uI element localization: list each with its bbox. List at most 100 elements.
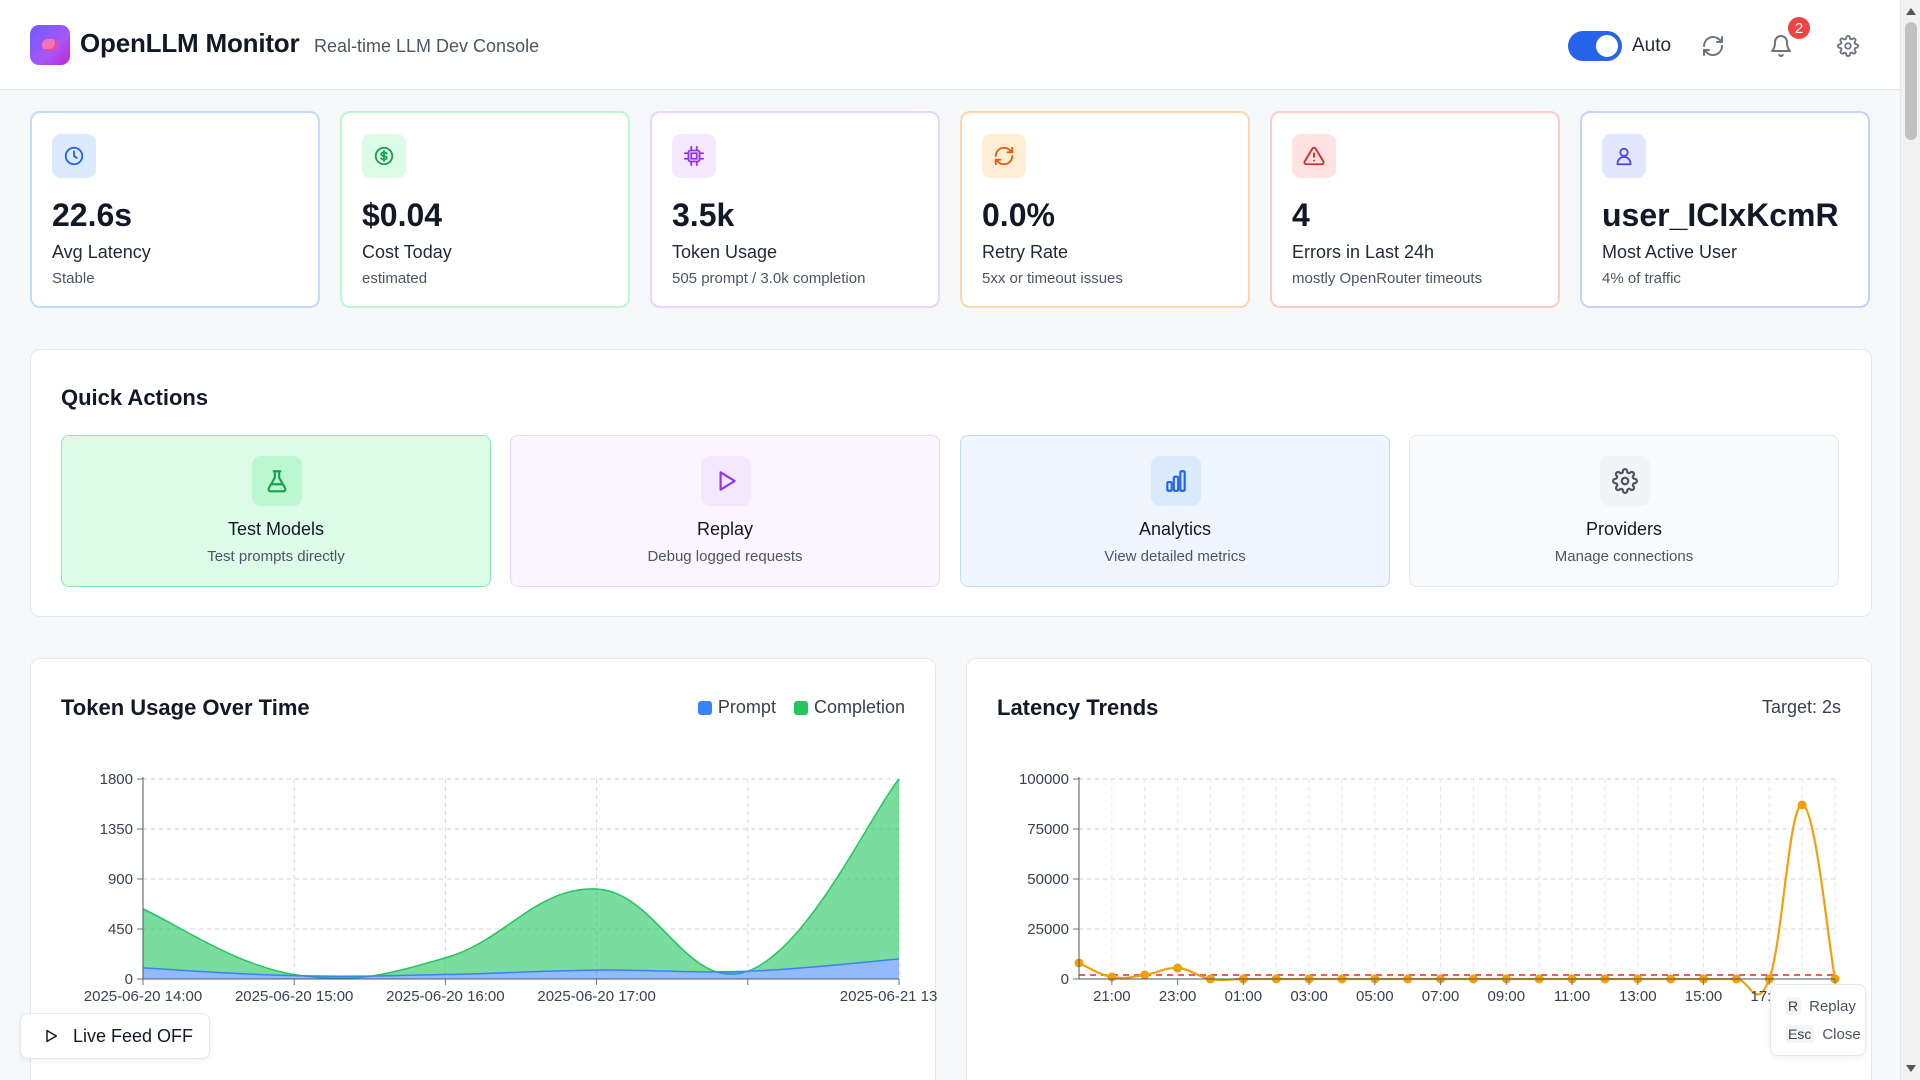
refresh-button[interactable] xyxy=(1695,28,1731,64)
toggle-knob xyxy=(1596,35,1618,57)
x-tick-label: 2025-06-20 16:00 xyxy=(386,988,504,1005)
quick-action-label: Replay xyxy=(696,519,754,539)
series-area-completion xyxy=(143,779,899,979)
quick-actions-title: Quick Actions xyxy=(61,385,209,410)
latency-trends-chart-panel: Latency Trends Target: 2s 0 25000 50000 750… xyxy=(966,658,1872,1080)
quick-action-subtext: Manage connections xyxy=(1554,548,1694,565)
shortcut-label: Replay xyxy=(1809,997,1856,1015)
stat-subtext: estimated xyxy=(362,270,428,287)
x-tick-label: 2025-06-20 14:00 xyxy=(84,988,202,1005)
stat-value: 22.6s xyxy=(52,197,133,233)
stat-subtext: 5xx or timeout issues xyxy=(982,270,1123,287)
stat-label: Avg Latency xyxy=(52,242,151,262)
y-tick-label: 50000 xyxy=(1027,871,1069,888)
settings-button[interactable] xyxy=(1830,28,1866,64)
y-tick-label: 25000 xyxy=(1027,921,1069,938)
x-tick-label: 01:00 xyxy=(1225,988,1263,1005)
settings-icon xyxy=(1837,35,1859,57)
quick-action-subtext: View detailed metrics xyxy=(1104,548,1246,565)
x-tick-label: 05:00 xyxy=(1356,988,1394,1005)
stat-label: Most Active User xyxy=(1602,242,1738,262)
notifications-button[interactable] xyxy=(1763,28,1799,64)
quick-action-subtext: Test prompts directly xyxy=(207,548,345,565)
chip-icon xyxy=(672,134,716,178)
quick-action-replay[interactable]: Replay Debug logged requests xyxy=(510,435,940,587)
x-tick-label: 11:00 xyxy=(1554,988,1590,1005)
y-tick-label: 100000 xyxy=(1019,771,1069,788)
data-point xyxy=(1140,970,1150,980)
legend-swatch xyxy=(793,700,808,715)
y-tick-label: 0 xyxy=(1061,971,1069,988)
stat-label: Errors in Last 24h xyxy=(1292,242,1435,262)
legend-label: Prompt xyxy=(717,697,776,717)
quick-action-label: Analytics xyxy=(1138,519,1212,539)
x-tick-label: 07:00 xyxy=(1422,988,1460,1005)
stat-label: Token Usage xyxy=(672,242,778,262)
scroll-up-arrow[interactable] xyxy=(1906,8,1916,15)
user-icon xyxy=(1602,134,1646,178)
quick-action-label: Providers xyxy=(1585,519,1663,539)
stat-card-avg-latency: 22.6s Avg Latency Stable xyxy=(30,111,320,308)
y-tick-label: 450 xyxy=(108,921,133,938)
token-usage-chart-panel: Token Usage Over Time Prompt Completion … xyxy=(30,658,937,1080)
stat-label: Cost Today xyxy=(362,242,452,262)
stat-value: $0.04 xyxy=(362,197,443,233)
quick-action-subtext: Debug logged requests xyxy=(647,548,803,565)
stat-subtext: 505 prompt / 3.0k completion xyxy=(672,270,866,287)
stat-card-token-usage: 3.5k Token Usage 505 prompt / 3.0k compl… xyxy=(650,111,940,308)
chart-title: Latency Trends xyxy=(997,695,1159,720)
refresh-icon xyxy=(1703,36,1723,56)
scroll-down-arrow[interactable] xyxy=(1906,1065,1916,1072)
y-tick-label: 0 xyxy=(125,971,133,988)
x-tick-label: 2025-06-20 15:00 xyxy=(235,988,353,1005)
stat-value: 3.5k xyxy=(672,197,735,233)
auto-refresh-label: Auto xyxy=(1632,35,1672,56)
stat-card-errors: 4 Errors in Last 24h mostly OpenRouter t… xyxy=(1270,111,1560,308)
live-feed-label: Live Feed OFF xyxy=(73,1025,194,1046)
auto-refresh-toggle[interactable] xyxy=(1568,31,1622,61)
shortcut-key: R xyxy=(1785,997,1802,1015)
x-tick-label: 03:00 xyxy=(1290,988,1328,1005)
x-tick-label: 09:00 xyxy=(1488,988,1526,1005)
x-tick-label: 2025-06-21 13:00 xyxy=(840,988,937,1005)
y-tick-label: 1800 xyxy=(100,771,133,788)
live-feed-button[interactable]: Live Feed OFF xyxy=(20,1013,210,1059)
notification-badge: 2 xyxy=(1786,15,1812,41)
x-tick-label: 13:00 xyxy=(1619,988,1657,1005)
stat-card-retry-rate: 0.0% Retry Rate 5xx or timeout issues xyxy=(960,111,1250,308)
chart-title: Token Usage Over Time xyxy=(61,695,310,720)
app-subtitle: Real-time LLM Dev Console xyxy=(314,36,540,56)
keyboard-shortcuts-hint: R Replay Esc Close xyxy=(1770,984,1866,1056)
series-line-prompt xyxy=(142,958,900,977)
legend-swatch xyxy=(697,700,712,715)
scroll-thumb[interactable] xyxy=(1905,22,1917,140)
legend-item-completion: Completion xyxy=(793,697,905,718)
quick-action-analytics[interactable]: Analytics View detailed metrics xyxy=(960,435,1390,587)
quick-actions-panel: Quick Actions Test Models Test prompts d… xyxy=(30,349,1872,617)
series-line-completion xyxy=(142,778,900,980)
quick-action-test-models[interactable]: Test Models Test prompts directly xyxy=(61,435,491,587)
quick-action-providers[interactable]: Providers Manage connections xyxy=(1409,435,1839,587)
retry-icon xyxy=(982,134,1026,178)
stat-card-most-active-user: user_ICIxKcmR Most Active User 4% of tra… xyxy=(1580,111,1870,308)
quick-action-label: Test Models xyxy=(227,519,325,539)
series-line-latency xyxy=(1078,803,1837,996)
y-tick-label: 75000 xyxy=(1027,821,1069,838)
bar-chart-icon xyxy=(1151,456,1201,506)
stat-value: 4 xyxy=(1292,197,1310,233)
latency-trends-chart: 0 25000 50000 75000 100000 21:00 23:00 01:00 03:… xyxy=(1019,771,1854,1005)
logo-icon xyxy=(30,25,70,65)
flask-icon xyxy=(252,456,302,506)
stat-subtext: Stable xyxy=(52,270,95,287)
chart-legend: Prompt Completion xyxy=(697,697,905,718)
token-usage-chart: 0 450 900 1350 1800 2025-06-20 14:00 2025-06-2… xyxy=(84,771,937,1005)
stat-subtext: 4% of traffic xyxy=(1602,270,1681,287)
series-area-prompt xyxy=(143,959,899,979)
x-tick-label: 23:00 xyxy=(1159,988,1197,1005)
dollar-icon xyxy=(362,134,406,178)
warning-icon xyxy=(1292,134,1336,178)
x-tick-label: 15:00 xyxy=(1685,988,1723,1005)
page-scrollbar[interactable] xyxy=(1900,0,1920,1080)
shortcut-replay: R Replay xyxy=(1785,997,1856,1015)
target-label: Target: 2s xyxy=(1761,697,1841,717)
